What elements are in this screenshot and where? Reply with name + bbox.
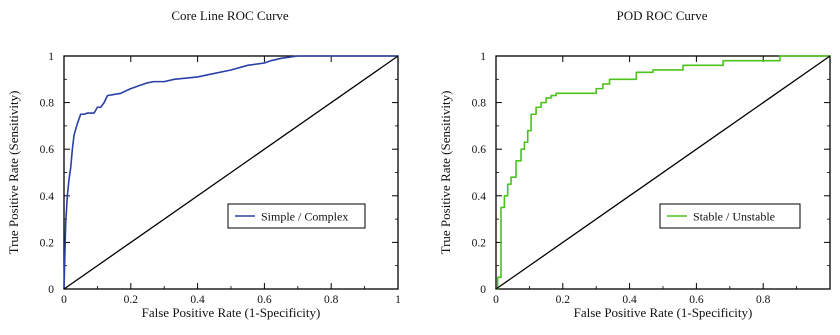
diagonal-reference-line (63, 55, 399, 290)
roc-curve-line (63, 55, 398, 290)
y-tick-label: 0.2 (40, 237, 55, 249)
legend: Stable / Unstable (659, 203, 801, 229)
x-tick-label: 0.6 (689, 294, 704, 306)
y-axis-label: True Positive Rate (Sensitivity) (6, 91, 21, 255)
x-tick-label: 0 (61, 294, 67, 306)
y-tick-label: 0.2 (472, 237, 487, 249)
pod-roc-panel: POD ROC Curve 0 0.2 0.4 0.6 0.8 0 0.2 0.4 0.6 0.8 1… (438, 8, 831, 320)
x-tick-label: 0.8 (324, 294, 339, 306)
y-tick-label: 0.6 (472, 144, 487, 156)
x-tick-label: 0 (493, 294, 499, 306)
y-tick-label: 1 (480, 51, 486, 63)
x-tick-label: 0.4 (622, 294, 637, 306)
x-tick-label: 0.8 (756, 294, 771, 306)
core-line-roc-panel: Core Line ROC Curve 0 0.2 0.4 0.6 0.8 1 0 0.2 0.4… (6, 8, 401, 320)
y-tick-label: 0.4 (40, 191, 55, 203)
x-tick-label: 0.6 (257, 294, 272, 306)
diagonal-reference-line (495, 55, 831, 290)
x-tick-label: 0.4 (190, 294, 205, 306)
y-axis-label: True Positive Rate (Sensitivity) (438, 91, 453, 255)
y-tick-label: 0 (480, 284, 486, 296)
x-tick-label: 0.2 (124, 294, 139, 306)
chart-title: Core Line ROC Curve (171, 8, 289, 23)
legend-label: Stable / Unstable (693, 210, 775, 224)
y-tick-label: 0.4 (472, 191, 487, 203)
y-tick-label: 0.8 (472, 98, 487, 110)
chart-title: POD ROC Curve (616, 8, 707, 23)
y-tick-label: 1 (48, 51, 54, 63)
x-tick-label: 1 (395, 294, 401, 306)
x-tick-label: 0.2 (556, 294, 571, 306)
legend-label: Simple / Complex (261, 210, 348, 224)
roc-curve-line (496, 55, 830, 290)
y-tick-label: 0.8 (40, 98, 55, 110)
y-tick-label: 0.6 (40, 144, 55, 156)
y-tick-label: 0 (48, 284, 54, 296)
legend: Simple / Complex (227, 203, 366, 229)
x-axis-label: False Positive Rate (1-Specificity) (142, 305, 321, 320)
x-axis-label: False Positive Rate (1-Specificity) (574, 305, 753, 320)
